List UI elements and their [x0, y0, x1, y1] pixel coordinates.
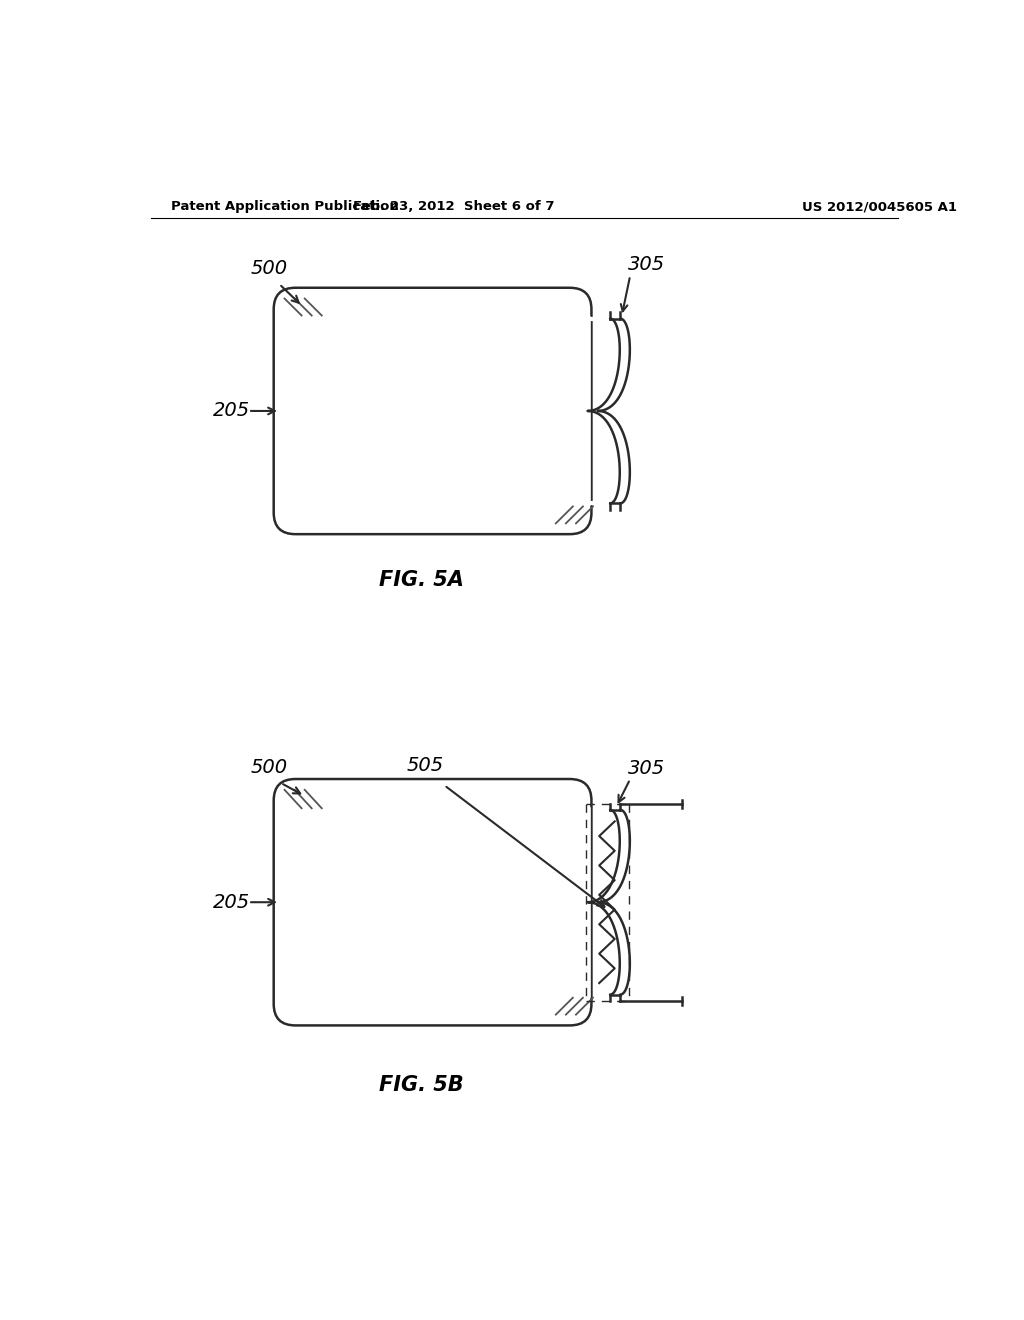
Text: FIG. 5A: FIG. 5A — [379, 570, 464, 590]
Text: 500: 500 — [251, 259, 288, 279]
Text: Patent Application Publication: Patent Application Publication — [171, 201, 398, 214]
Text: US 2012/0045605 A1: US 2012/0045605 A1 — [802, 201, 957, 214]
Text: Feb. 23, 2012  Sheet 6 of 7: Feb. 23, 2012 Sheet 6 of 7 — [352, 201, 554, 214]
FancyBboxPatch shape — [273, 779, 592, 1026]
FancyBboxPatch shape — [273, 288, 592, 535]
Text: 305: 305 — [628, 759, 665, 777]
Text: FIG. 5B: FIG. 5B — [379, 1076, 463, 1096]
Text: 505: 505 — [407, 755, 444, 775]
Text: 500: 500 — [251, 758, 288, 777]
Text: 205: 205 — [213, 401, 251, 421]
Text: 205: 205 — [213, 892, 251, 912]
Text: 305: 305 — [628, 255, 665, 275]
